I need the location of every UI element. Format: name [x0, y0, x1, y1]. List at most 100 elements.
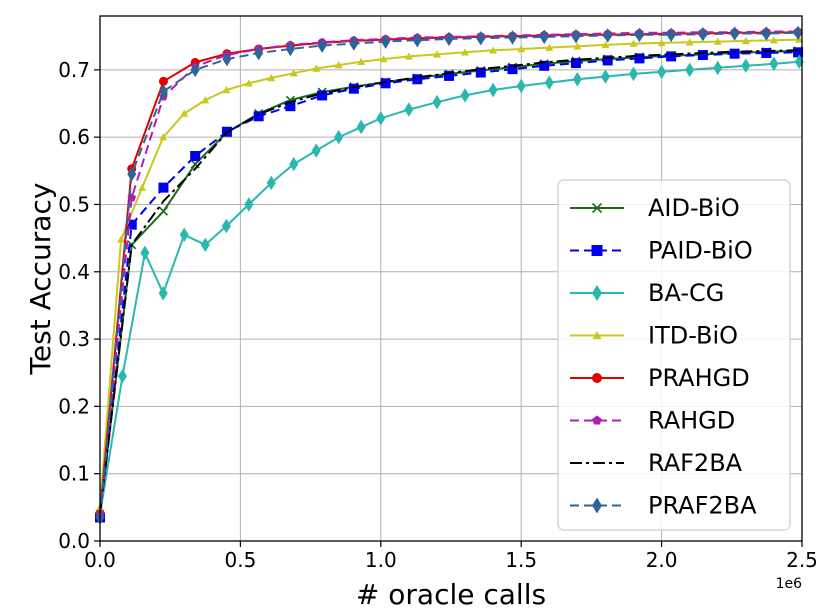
- data-point: [793, 25, 803, 41]
- data-point: [444, 31, 454, 47]
- data-point: [253, 111, 264, 122]
- data-point: [730, 26, 740, 41]
- data-point: [221, 218, 231, 234]
- data-point: [761, 48, 772, 59]
- data-point: [629, 39, 638, 47]
- data-point: [140, 245, 150, 261]
- data-point: [200, 237, 210, 253]
- legend-item: PRAF2BA: [570, 492, 757, 520]
- legend-item: AID-BiO: [570, 194, 740, 222]
- data-point: [289, 69, 298, 77]
- data-point: [795, 35, 804, 43]
- data-point: [267, 73, 276, 82]
- data-point: [444, 70, 455, 81]
- x-tick-label: 1.5: [505, 548, 537, 572]
- data-point: [698, 26, 708, 42]
- data-point: [412, 74, 423, 85]
- data-point: [507, 30, 517, 45]
- data-point: [539, 29, 549, 45]
- data-point: [476, 30, 486, 46]
- data-point: [126, 219, 137, 230]
- data-point: [285, 41, 295, 57]
- data-point: [793, 47, 804, 58]
- y-tick-label: 0.6: [58, 125, 90, 149]
- y-tick-label: 0.7: [58, 58, 90, 82]
- data-point: [190, 151, 201, 161]
- series-itd-bio: [96, 35, 804, 511]
- data-point: [312, 64, 321, 72]
- data-point: [591, 245, 603, 256]
- data-point: [117, 235, 126, 243]
- data-point: [634, 27, 644, 43]
- y-tick-label: 0.5: [58, 192, 90, 216]
- data-point: [592, 497, 602, 514]
- legend-box: [557, 179, 791, 531]
- data-point: [657, 64, 667, 80]
- data-point: [158, 182, 169, 193]
- series-line: [99, 30, 799, 515]
- y-tick-label: 0.3: [58, 327, 90, 351]
- data-point: [376, 111, 386, 126]
- x-axis: 0.0 0.5 1.0 1.5 2.0 2.5: [84, 541, 818, 572]
- legend-label: BA-CG: [648, 279, 724, 307]
- y-tick-label: 0.1: [58, 462, 90, 486]
- data-point: [412, 32, 422, 48]
- legend-item: RAF2BA: [570, 449, 743, 477]
- data-point: [769, 56, 779, 72]
- data-point: [572, 72, 582, 87]
- data-point: [432, 50, 441, 58]
- data-point: [381, 34, 391, 49]
- data-point: [685, 38, 694, 46]
- legend-label: PRAF2BA: [648, 492, 757, 520]
- data-point: [357, 57, 366, 65]
- legend: AID-BiO PAID-BiO BA-CG ITD-BiO PRAHGD RAHGD RA…: [557, 179, 791, 531]
- data-point: [404, 52, 413, 60]
- data-point: [190, 62, 200, 78]
- data-point: [544, 75, 554, 90]
- legend-item: PAID-BiO: [570, 237, 753, 265]
- series-praf2ba: [95, 25, 803, 525]
- data-point: [713, 37, 722, 45]
- data-point: [570, 58, 581, 69]
- data-point: [591, 202, 603, 214]
- data-point: [158, 286, 168, 301]
- data-point: [460, 88, 470, 103]
- data-point: [180, 109, 189, 117]
- series-line: [99, 49, 799, 515]
- legend-label: AID-BiO: [648, 194, 740, 222]
- y-tick-label: 0.2: [58, 394, 90, 418]
- data-point: [138, 183, 147, 191]
- x-tick-label: 0.0: [84, 548, 116, 572]
- data-point: [741, 36, 750, 45]
- legend-label: ITD-BiO: [648, 322, 738, 350]
- x-tick-label: 2.5: [786, 548, 818, 572]
- series-raf2ba: [99, 49, 799, 515]
- data-point: [713, 60, 723, 76]
- legend-label: RAF2BA: [648, 449, 743, 477]
- data-point: [592, 285, 602, 301]
- series-group: [95, 25, 804, 525]
- data-point: [380, 78, 391, 89]
- data-point: [222, 51, 232, 67]
- data-point: [432, 94, 442, 110]
- data-point: [488, 82, 498, 98]
- data-point: [592, 331, 602, 340]
- data-point: [266, 175, 276, 191]
- data-point: [334, 129, 344, 145]
- data-point: [685, 62, 695, 78]
- data-point: [657, 38, 666, 47]
- data-point: [489, 46, 498, 54]
- legend-label: PRAHGD: [648, 364, 750, 392]
- y-axis-label: Test Accuracy: [24, 183, 57, 376]
- data-point: [600, 69, 610, 84]
- data-point: [334, 61, 343, 69]
- legend-item: PRAHGD: [570, 364, 750, 392]
- data-point: [634, 53, 645, 64]
- legend-label: RAHGD: [648, 407, 735, 435]
- data-point: [516, 78, 526, 94]
- legend-item: ITD-BiO: [570, 322, 738, 350]
- data-point: [254, 45, 264, 61]
- data-point: [592, 373, 602, 383]
- y-tick-label: 0.4: [58, 260, 90, 284]
